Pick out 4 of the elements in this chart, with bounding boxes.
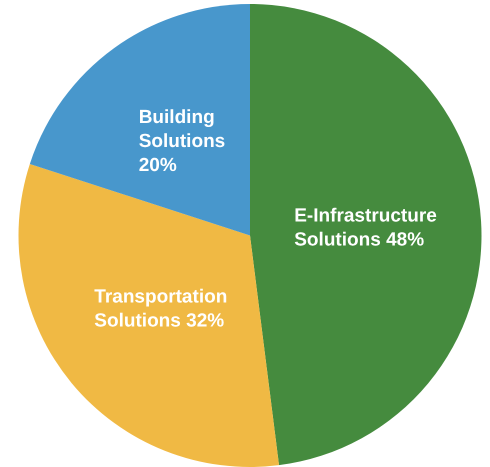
slice-label: E-Infrastructure Solutions 48% [294, 205, 437, 250]
data-label: 20% [138, 155, 177, 176]
slice-label: Transportation Solutions 32% [94, 286, 228, 332]
slice-label: Building Solutions [138, 107, 226, 152]
